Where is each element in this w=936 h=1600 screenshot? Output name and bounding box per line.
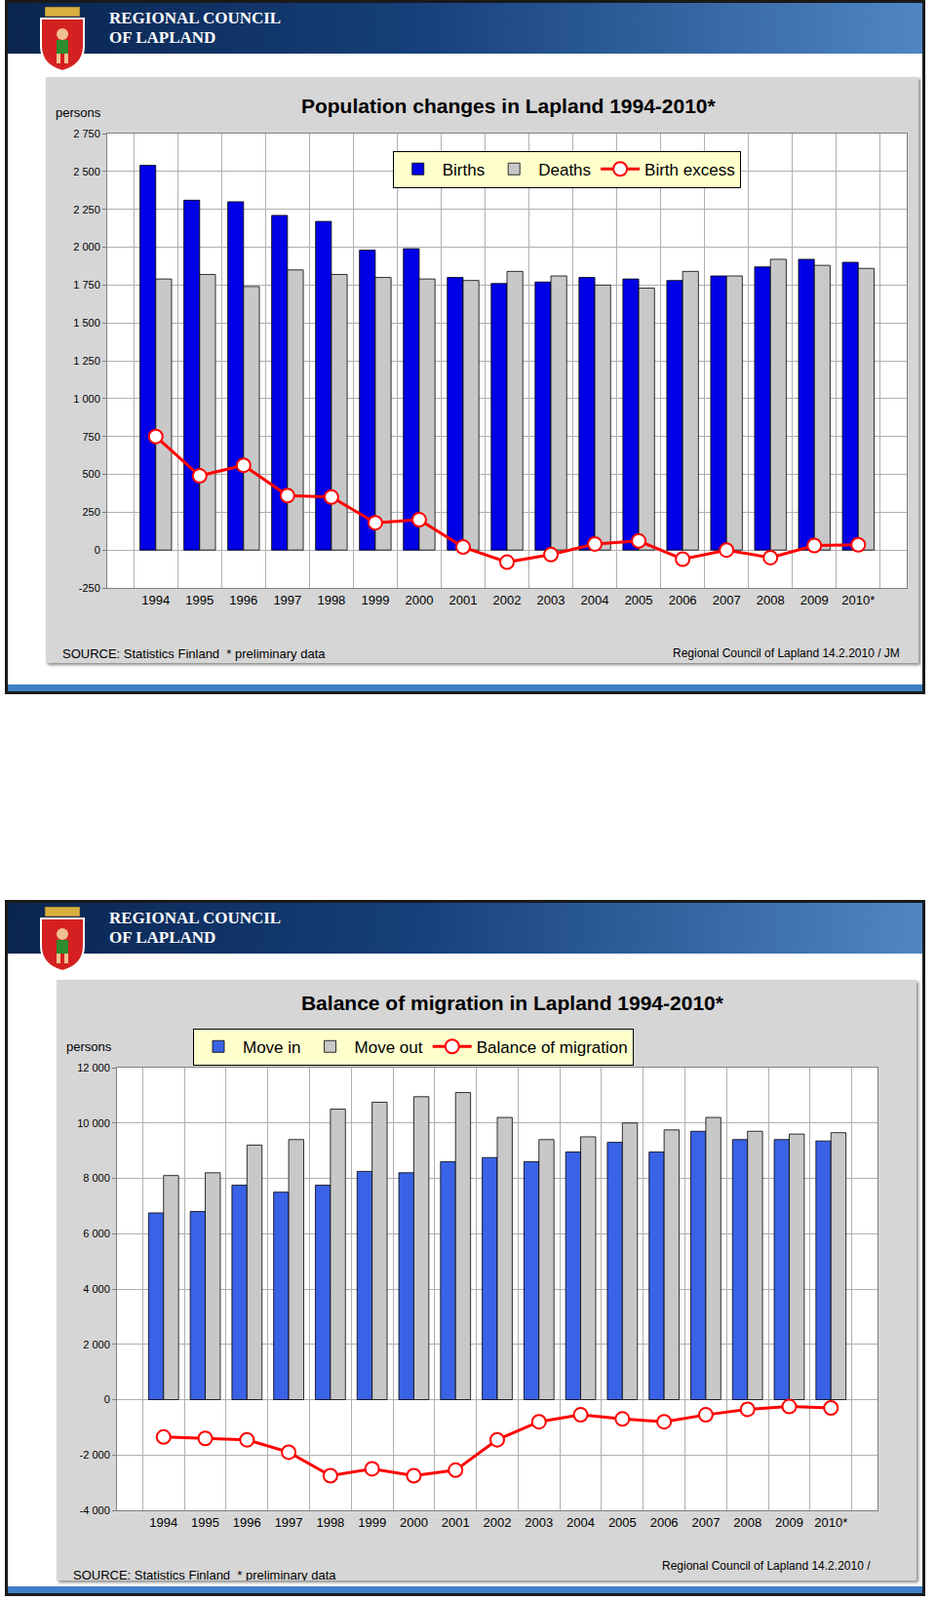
svg-text:1 500: 1 500 [73, 316, 101, 329]
svg-text:1 000: 1 000 [73, 392, 101, 405]
html-text:REGIONAL COUNCIL: REGIONAL COUNCIL [109, 8, 281, 28]
svg-text:2004: 2004 [566, 1515, 595, 1530]
svg-text:1 750: 1 750 [73, 278, 101, 291]
svg-text:2002: 2002 [493, 592, 522, 608]
svg-text:1998: 1998 [316, 592, 346, 608]
svg-text:2 000: 2 000 [73, 240, 101, 253]
svg-text:2007: 2007 [691, 1515, 720, 1530]
svg-text:250: 250 [81, 506, 100, 518]
svg-text:1995: 1995 [191, 1515, 220, 1530]
svg-text:2008: 2008 [733, 1515, 762, 1530]
svg-text:2005: 2005 [608, 1515, 637, 1530]
svg-text:1995: 1995 [185, 592, 214, 608]
svg-text:persons: persons [66, 1039, 113, 1054]
svg-text:2008: 2008 [756, 592, 785, 608]
svg-text:1996: 1996 [233, 1515, 262, 1530]
html-text:OF LAPLAND: OF LAPLAND [109, 928, 216, 947]
svg-text:2009: 2009 [800, 592, 829, 608]
svg-text:-250: -250 [78, 582, 101, 594]
svg-text:Balance of migration in Laplan: Balance of migration in Lapland 1994-201… [301, 991, 725, 1014]
svg-text:500: 500 [81, 468, 100, 480]
svg-text:Move in: Move in [242, 1038, 302, 1057]
svg-text:Population changes in Lapland: Population changes in Lapland 1994-2010* [301, 94, 717, 117]
svg-text:8 000: 8 000 [82, 1171, 111, 1184]
html-text:REGIONAL COUNCIL: REGIONAL COUNCIL [109, 908, 281, 928]
svg-text:2006: 2006 [650, 1515, 679, 1530]
html-text:OF LAPLAND: OF LAPLAND [109, 28, 216, 47]
svg-text:Births: Births [442, 160, 485, 180]
svg-text:2001: 2001 [441, 1515, 470, 1530]
svg-text:SOURCE: Statistics Finland *: SOURCE: Statistics Finland * preliminary… [62, 646, 326, 662]
svg-text:-4 000: -4 000 [79, 1504, 111, 1517]
svg-text:2000: 2000 [404, 592, 433, 608]
svg-text:2005: 2005 [624, 592, 654, 608]
svg-text:SOURCE: Statistics Finland *: SOURCE: Statistics Finland * preliminary… [73, 1567, 337, 1581]
svg-text:6 000: 6 000 [82, 1227, 111, 1240]
svg-text:2 750: 2 750 [73, 127, 101, 140]
svg-text:1994: 1994 [141, 592, 170, 608]
svg-text:persons: persons [55, 105, 102, 120]
svg-text:0: 0 [94, 544, 101, 556]
svg-text:1999: 1999 [357, 1515, 387, 1530]
svg-text:2 000: 2 000 [82, 1338, 111, 1351]
svg-text:750: 750 [81, 430, 100, 443]
svg-text:2000: 2000 [399, 1515, 429, 1530]
svg-text:2 250: 2 250 [73, 203, 101, 216]
svg-text:1999: 1999 [360, 592, 390, 608]
svg-text:4 000: 4 000 [82, 1283, 111, 1295]
svg-text:2006: 2006 [668, 592, 698, 608]
svg-text:1997: 1997 [274, 1515, 304, 1530]
svg-text:1994: 1994 [149, 1515, 178, 1530]
svg-text:2004: 2004 [581, 592, 610, 608]
svg-text:Regional Council of Lapland 14: Regional Council of Lapland 14.2.2010 / … [672, 646, 900, 661]
svg-text:2 500: 2 500 [73, 165, 101, 178]
svg-text:Birth excess: Birth excess [644, 160, 736, 180]
svg-text:0: 0 [104, 1393, 111, 1405]
svg-text:2003: 2003 [537, 592, 566, 608]
svg-text:2010*: 2010* [814, 1515, 848, 1530]
svg-text:2010*: 2010* [841, 592, 875, 608]
svg-text:2002: 2002 [483, 1515, 512, 1530]
svg-text:-2 000: -2 000 [79, 1448, 111, 1461]
svg-text:2001: 2001 [449, 592, 478, 608]
svg-text:2003: 2003 [524, 1515, 553, 1530]
svg-text:Balance of migration: Balance of migration [476, 1038, 628, 1057]
svg-text:1 250: 1 250 [73, 354, 101, 367]
svg-text:Regional Council of Lapland 14: Regional Council of Lapland 14.2.2010 / [662, 1559, 871, 1573]
svg-text:10 000: 10 000 [77, 1117, 111, 1130]
svg-text:1998: 1998 [315, 1515, 345, 1530]
svg-text:1996: 1996 [229, 592, 258, 608]
svg-text:1997: 1997 [273, 592, 302, 608]
svg-text:Deaths: Deaths [538, 160, 591, 180]
svg-text:2007: 2007 [712, 592, 741, 608]
svg-text:12 000: 12 000 [77, 1061, 111, 1074]
svg-text:Move out: Move out [354, 1038, 424, 1057]
svg-text:2009: 2009 [775, 1515, 804, 1530]
